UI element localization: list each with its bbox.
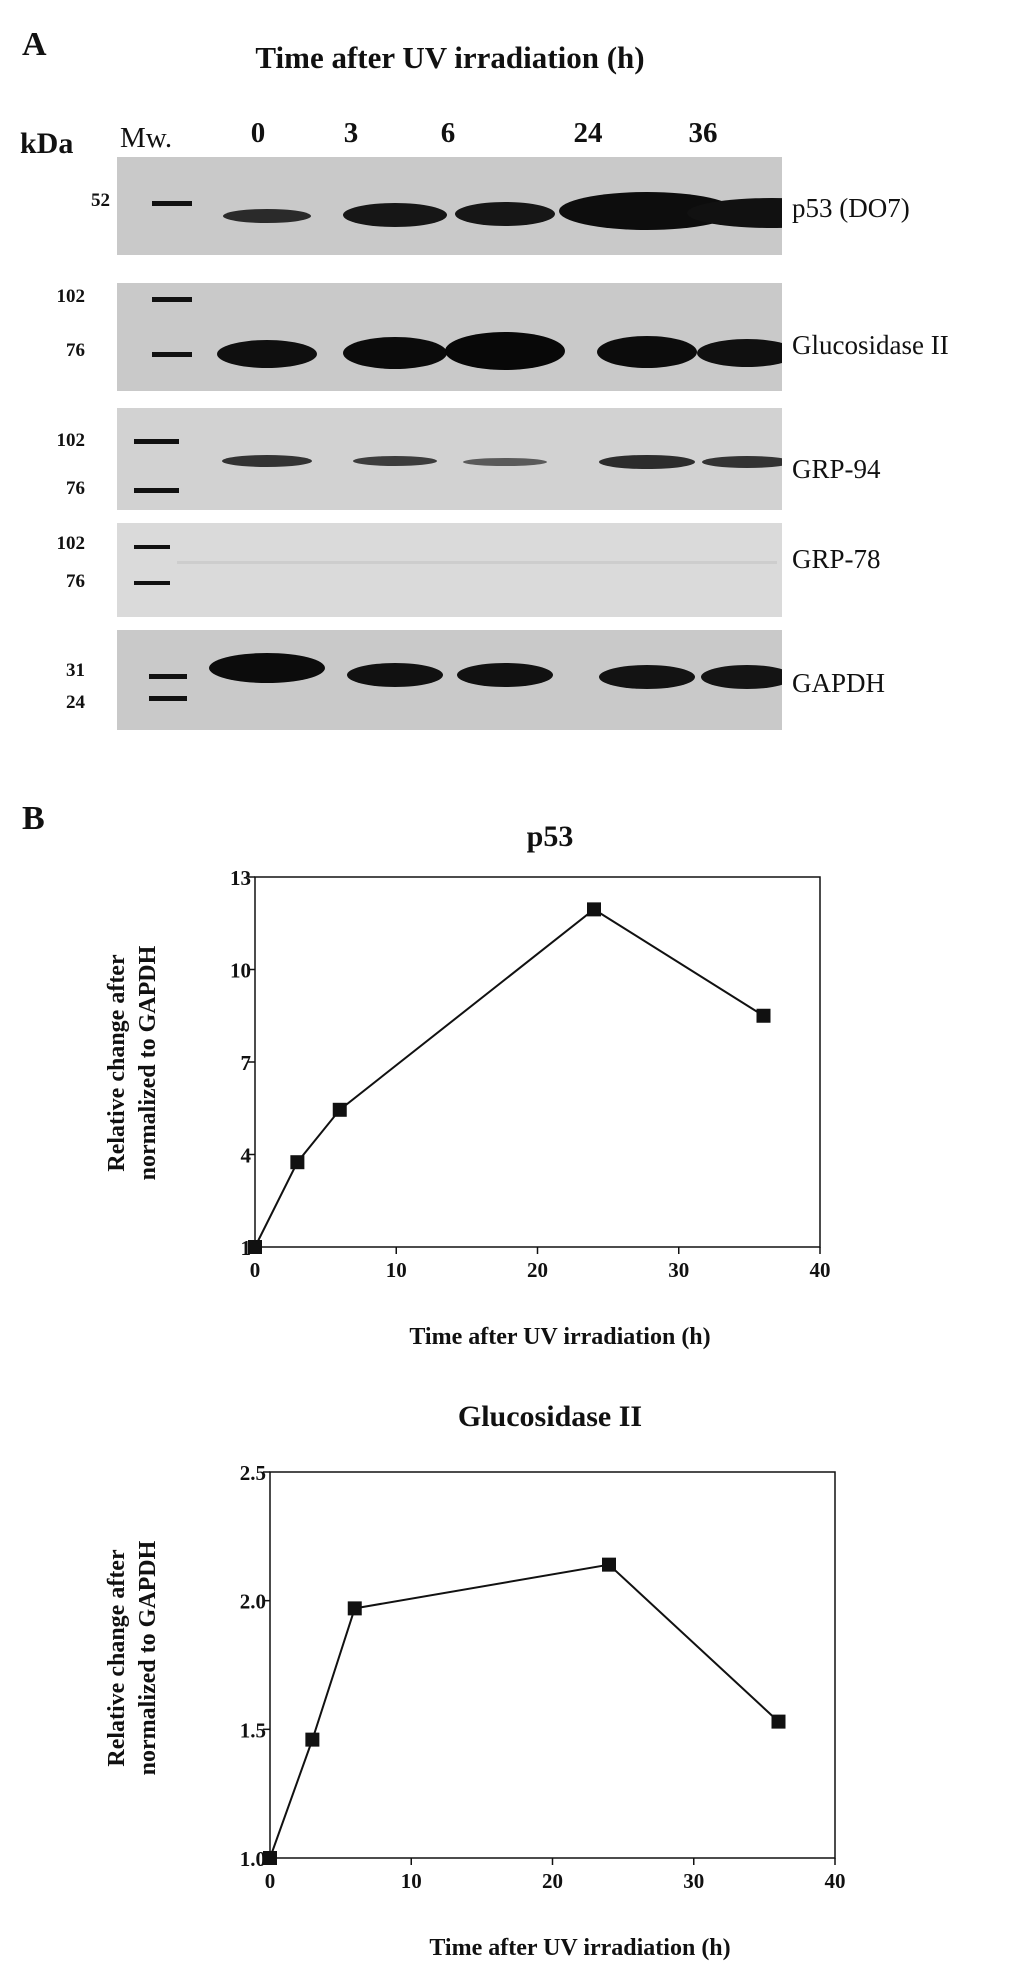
mw-marker-76: 76 (66, 478, 85, 499)
x-tick-label: 40 (825, 1869, 846, 1893)
lane-label-0h: 0 (250, 117, 266, 149)
blot-label-glucosidase-ii: Glucosidase II (792, 330, 949, 360)
y-tick-label: 7 (241, 1051, 252, 1075)
chart-p53: 0 10 20 30 40 1 4 7 10 13 (230, 866, 831, 1282)
data-point (332, 1102, 347, 1117)
data-point (756, 1008, 771, 1023)
y-tick-label: 10 (230, 959, 251, 983)
lane-label-6h: 6 (440, 117, 456, 149)
blot-grp-78 (117, 523, 782, 617)
data-point (248, 1240, 262, 1254)
mw-label: Mw. (120, 122, 173, 154)
data-point (771, 1714, 786, 1729)
ylabel-line-1: Relative change after (104, 954, 130, 1172)
blot-label-p53: p53 (DO7) (792, 193, 910, 223)
chart-glucosidase-ii: 0 10 20 30 40 1.0 1.5 2.0 2.5 (240, 1461, 846, 1893)
blot-p53 (117, 157, 782, 255)
mw-marker-76: 76 (66, 340, 85, 361)
lane-label-3h: 3 (343, 117, 359, 149)
blot-label-grp-78: GRP-78 (792, 544, 881, 574)
panel-a-title: Time after UV irradiation (h) (255, 40, 645, 75)
y-tick-label: 13 (230, 866, 251, 890)
blot-gapdh (117, 630, 782, 730)
data-point (305, 1732, 320, 1747)
x-tick-label: 10 (386, 1258, 407, 1282)
data-point (587, 902, 601, 917)
blot-label-grp-94: GRP-94 (792, 454, 881, 484)
lane-label-24h: 24 (573, 117, 603, 149)
mw-marker-52: 52 (91, 190, 110, 211)
data-point (347, 1601, 362, 1616)
blot-label-gapdh: GAPDH (792, 668, 886, 698)
kda-label: kDa (20, 127, 74, 160)
plot-frame (254, 876, 821, 1248)
x-tick-label: 0 (250, 1258, 261, 1282)
panel-b-letter: B (22, 800, 45, 837)
x-tick-label: 20 (542, 1869, 563, 1893)
y-tick-label: 1.5 (240, 1718, 266, 1742)
mw-marker-102: 102 (56, 286, 86, 307)
y-tick-label: 1.0 (240, 1847, 266, 1871)
blot-glucosidase-ii (117, 283, 782, 391)
chart-title-glucosidase-ii: Glucosidase II (457, 1400, 643, 1433)
mw-marker-76: 76 (66, 571, 85, 592)
lane-label-36h: 36 (688, 117, 718, 149)
x-tick-label: 10 (401, 1869, 422, 1893)
series-line (269, 1563, 780, 1859)
y-tick-label: 4 (241, 1144, 252, 1168)
mw-marker-24: 24 (66, 692, 85, 713)
blot-grp-94 (117, 408, 782, 510)
x-tick-label: 40 (810, 1258, 831, 1282)
data-point (290, 1155, 305, 1170)
data-point (263, 1851, 277, 1865)
ylabel-line-1: Relative change after (104, 1549, 130, 1767)
data-point (602, 1557, 616, 1572)
ylabel-line-2: normalized to GAPDH (135, 945, 161, 1181)
chart-ylabel-p53: Relative change after normalized to GAPD… (102, 898, 168, 1228)
y-tick-label: 1 (241, 1236, 252, 1260)
mw-marker-102: 102 (56, 533, 86, 554)
x-tick-label: 0 (265, 1869, 276, 1893)
chart-xlabel-glucosidase-ii: Time after UV irradiation (h) (429, 1935, 731, 1961)
series-line (254, 908, 765, 1248)
panel-a-letter: A (22, 26, 47, 63)
x-tick-label: 20 (527, 1258, 548, 1282)
chart-ylabel-glucosidase-ii: Relative change after normalized to GAPD… (102, 1493, 168, 1823)
chart-xlabel-p53: Time after UV irradiation (h) (409, 1324, 711, 1350)
x-tick-label: 30 (668, 1258, 689, 1282)
mw-marker-31: 31 (66, 660, 85, 681)
chart-title-p53: p53 (526, 820, 574, 853)
mw-marker-102: 102 (56, 430, 86, 451)
y-tick-label: 2.0 (240, 1590, 266, 1614)
ylabel-line-2: normalized to GAPDH (135, 1540, 161, 1776)
x-tick-label: 30 (683, 1869, 704, 1893)
plot-frame (269, 1471, 836, 1859)
y-tick-label: 2.5 (240, 1461, 266, 1485)
